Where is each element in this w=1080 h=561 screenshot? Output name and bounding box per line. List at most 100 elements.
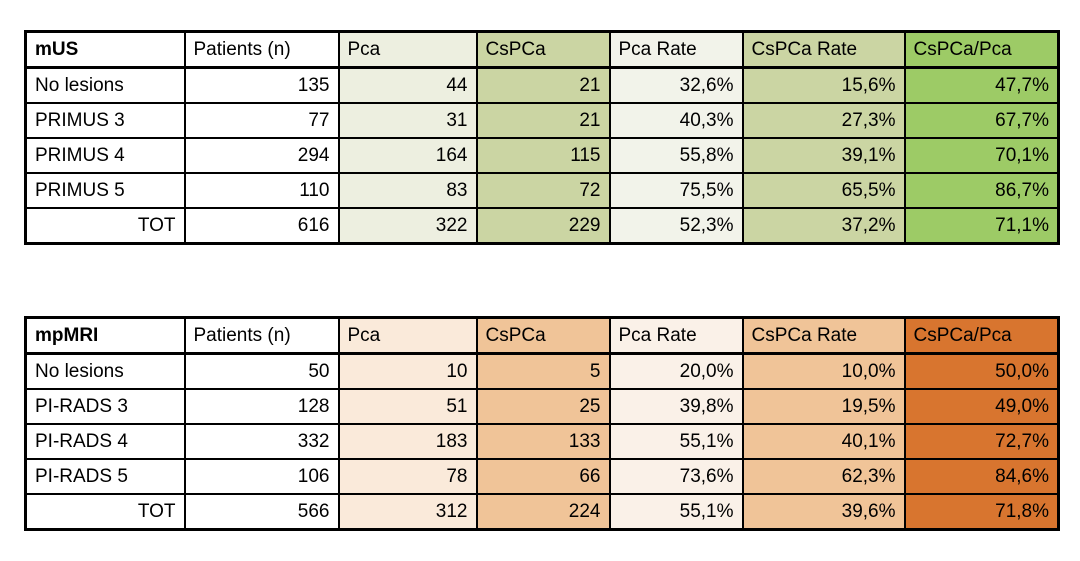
mpmri-no-lesions-cspca-pca: 50,0% (903, 352, 1060, 390)
mus-primus-4-cspca: 115 (475, 137, 611, 174)
mpmri-table: mpMRI Patients (n) Pca CsPCa Pca Rate CsPCa R… (24, 316, 1060, 531)
mus-primus-3-cspca-pca: 67,7% (903, 102, 1060, 139)
mus-tot-cspca-pca: 71,1% (903, 207, 1060, 245)
mus-no-lesions-cspca-rate: 15,6% (741, 66, 906, 104)
mus-primus-5-cspca-pca: 86,7% (903, 172, 1060, 209)
mpmri-pi-rads-3-cspca-pca: 49,0% (903, 388, 1060, 425)
mpmri-row-pi-rads-4: PI-RADS 4 332 183 133 55,1% 40,1% 72,7% (24, 423, 1060, 460)
mpmri-pi-rads-4-pca: 183 (337, 423, 478, 460)
mus-primus-3-patients-n: 77 (183, 102, 340, 139)
mpmri-header-cspca-rate: CsPCa Rate (741, 316, 906, 355)
mus-primus-5-cspca-rate: 65,5% (741, 172, 906, 209)
mus-primus-4-pca: 164 (337, 137, 478, 174)
mpmri-pi-rads-5-label: PI-RADS 5 (24, 458, 186, 495)
mus-header-cspca: CsPCa (475, 30, 611, 69)
mpmri-tot-pca: 312 (337, 493, 478, 531)
mus-table-section: mUS Patients (n) Pca CsPCa Pca Rate CsPCa Rat… (24, 30, 1060, 245)
mus-row-primus-3: PRIMUS 3 77 31 21 40,3% 27,3% 67,7% (24, 102, 1060, 139)
mpmri-row-tot: TOT 566 312 224 55,1% 39,6% 71,8% (24, 493, 1060, 531)
mus-primus-5-patients-n: 110 (183, 172, 340, 209)
mpmri-tot-label: TOT (24, 493, 186, 531)
mus-header-pca-rate: Pca Rate (608, 30, 744, 69)
mpmri-pi-rads-5-pca-rate: 73,6% (608, 458, 744, 495)
mus-row-tot: TOT 616 322 229 52,3% 37,2% 71,1% (24, 207, 1060, 245)
mus-no-lesions-pca-rate: 32,6% (608, 66, 744, 104)
mus-primus-4-label: PRIMUS 4 (24, 137, 186, 174)
mpmri-pi-rads-3-patients-n: 128 (183, 388, 340, 425)
mpmri-no-lesions-pca: 10 (337, 352, 478, 390)
mpmri-row-pi-rads-5: PI-RADS 5 106 78 66 73,6% 62,3% 84,6% (24, 458, 1060, 495)
mpmri-pi-rads-4-pca-rate: 55,1% (608, 423, 744, 460)
mpmri-pi-rads-3-cspca-rate: 19,5% (741, 388, 906, 425)
mus-row-primus-4: PRIMUS 4 294 164 115 55,8% 39,1% 70,1% (24, 137, 1060, 174)
mus-header-patients-n: Patients (n) (183, 30, 340, 69)
mpmri-pi-rads-4-cspca-pca: 72,7% (903, 423, 1060, 460)
mpmri-no-lesions-patients-n: 50 (183, 352, 340, 390)
mus-tot-label: TOT (24, 207, 186, 245)
mus-no-lesions-label: No lesions (24, 66, 186, 104)
mpmri-row-pi-rads-3: PI-RADS 3 128 51 25 39,8% 19,5% 49,0% (24, 388, 1060, 425)
mpmri-no-lesions-label: No lesions (24, 352, 186, 390)
mpmri-pi-rads-3-pca-rate: 39,8% (608, 388, 744, 425)
mus-primus-5-cspca: 72 (475, 172, 611, 209)
mpmri-tot-cspca: 224 (475, 493, 611, 531)
mus-primus-5-pca-rate: 75,5% (608, 172, 744, 209)
mpmri-tot-pca-rate: 55,1% (608, 493, 744, 531)
mus-primus-3-pca: 31 (337, 102, 478, 139)
mus-tot-pca-rate: 52,3% (608, 207, 744, 245)
mpmri-pi-rads-5-patients-n: 106 (183, 458, 340, 495)
mpmri-pi-rads-5-cspca-rate: 62,3% (741, 458, 906, 495)
mpmri-no-lesions-cspca: 5 (475, 352, 611, 390)
mpmri-header-patients-n: Patients (n) (183, 316, 340, 355)
mus-primus-4-pca-rate: 55,8% (608, 137, 744, 174)
mus-primus-4-cspca-pca: 70,1% (903, 137, 1060, 174)
mus-primus-3-cspca: 21 (475, 102, 611, 139)
mpmri-header-cspca-pca: CsPCa/Pca (903, 316, 1060, 355)
mpmri-pi-rads-4-label: PI-RADS 4 (24, 423, 186, 460)
mus-primus-5-pca: 83 (337, 172, 478, 209)
mpmri-pi-rads-5-cspca: 66 (475, 458, 611, 495)
mus-tot-cspca-rate: 37,2% (741, 207, 906, 245)
mus-table: mUS Patients (n) Pca CsPCa Pca Rate CsPCa Rat… (24, 30, 1060, 245)
mus-tot-cspca: 229 (475, 207, 611, 245)
mus-primus-4-cspca-rate: 39,1% (741, 137, 906, 174)
mus-primus-3-label: PRIMUS 3 (24, 102, 186, 139)
mpmri-header-row: mpMRI Patients (n) Pca CsPCa Pca Rate CsPCa R… (24, 316, 1060, 355)
mpmri-header-cspca: CsPCa (475, 316, 611, 355)
mpmri-header-mpmri: mpMRI (24, 316, 186, 355)
mpmri-pi-rads-3-label: PI-RADS 3 (24, 388, 186, 425)
mpmri-tot-cspca-pca: 71,8% (903, 493, 1060, 531)
mus-row-primus-5: PRIMUS 5 110 83 72 75,5% 65,5% 86,7% (24, 172, 1060, 209)
mus-tot-pca: 322 (337, 207, 478, 245)
mus-header-row: mUS Patients (n) Pca CsPCa Pca Rate CsPCa Rat… (24, 30, 1060, 69)
mus-no-lesions-cspca: 21 (475, 66, 611, 104)
mpmri-pi-rads-4-patients-n: 332 (183, 423, 340, 460)
mpmri-header-pca: Pca (337, 316, 478, 355)
mpmri-pi-rads-4-cspca-rate: 40,1% (741, 423, 906, 460)
mus-header-mus: mUS (24, 30, 186, 69)
mpmri-pi-rads-4-cspca: 133 (475, 423, 611, 460)
mpmri-no-lesions-pca-rate: 20,0% (608, 352, 744, 390)
mpmri-table-section: mpMRI Patients (n) Pca CsPCa Pca Rate CsPCa R… (24, 316, 1060, 531)
mpmri-header-pca-rate: Pca Rate (608, 316, 744, 355)
mus-primus-3-cspca-rate: 27,3% (741, 102, 906, 139)
mpmri-pi-rads-5-cspca-pca: 84,6% (903, 458, 1060, 495)
mpmri-pi-rads-3-pca: 51 (337, 388, 478, 425)
mus-primus-3-pca-rate: 40,3% (608, 102, 744, 139)
mpmri-pi-rads-3-cspca: 25 (475, 388, 611, 425)
mpmri-tot-cspca-rate: 39,6% (741, 493, 906, 531)
mus-no-lesions-patients-n: 135 (183, 66, 340, 104)
mpmri-tot-patients-n: 566 (183, 493, 340, 531)
mus-no-lesions-cspca-pca: 47,7% (903, 66, 1060, 104)
mus-header-pca: Pca (337, 30, 478, 69)
mpmri-row-no-lesions: No lesions 50 10 5 20,0% 10,0% 50,0% (24, 352, 1060, 390)
mpmri-no-lesions-cspca-rate: 10,0% (741, 352, 906, 390)
mus-tot-patients-n: 616 (183, 207, 340, 245)
mpmri-pi-rads-5-pca: 78 (337, 458, 478, 495)
mus-primus-4-patients-n: 294 (183, 137, 340, 174)
mus-no-lesions-pca: 44 (337, 66, 478, 104)
mus-header-cspca-pca: CsPCa/Pca (903, 30, 1060, 69)
mus-header-cspca-rate: CsPCa Rate (741, 30, 906, 69)
mus-primus-5-label: PRIMUS 5 (24, 172, 186, 209)
